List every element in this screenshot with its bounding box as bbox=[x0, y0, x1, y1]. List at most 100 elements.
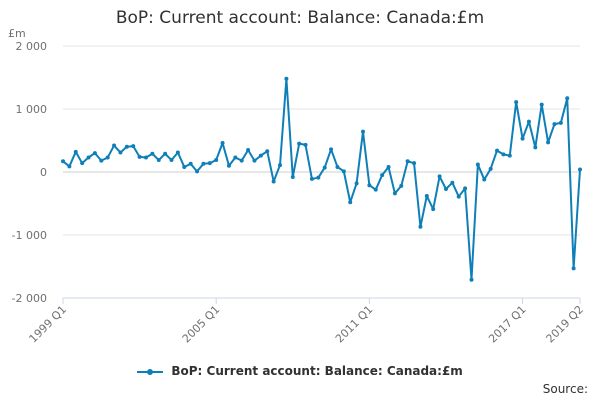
data-point[interactable] bbox=[526, 119, 531, 124]
data-point[interactable] bbox=[92, 151, 97, 156]
data-point[interactable] bbox=[552, 122, 557, 127]
data-point[interactable] bbox=[335, 164, 340, 169]
data-point[interactable] bbox=[105, 155, 110, 160]
data-point[interactable] bbox=[207, 161, 212, 166]
y-tick-label: -1 000 bbox=[12, 229, 47, 242]
data-point[interactable] bbox=[226, 163, 231, 168]
data-point[interactable] bbox=[443, 187, 448, 192]
data-point[interactable] bbox=[514, 100, 519, 105]
legend-label: BoP: Current account: Balance: Canada:£m bbox=[171, 364, 463, 378]
data-point[interactable] bbox=[546, 140, 551, 145]
x-tick-label: 2005 Q1 bbox=[180, 303, 223, 346]
data-point[interactable] bbox=[482, 177, 487, 182]
x-tick-label: 2019 Q2 bbox=[544, 303, 587, 346]
data-point[interactable] bbox=[463, 186, 468, 191]
data-point[interactable] bbox=[150, 151, 155, 156]
chart-title: BoP: Current account: Balance: Canada:£m bbox=[115, 8, 485, 28]
data-point[interactable] bbox=[380, 173, 385, 178]
data-point[interactable] bbox=[469, 277, 474, 282]
x-axis-ticks: 1999 Q1 2005 Q1 2011 Q1 2017 Q1 2019 Q2 bbox=[27, 298, 587, 346]
data-point[interactable] bbox=[405, 159, 410, 164]
data-point[interactable] bbox=[271, 179, 276, 184]
data-point[interactable] bbox=[341, 169, 346, 174]
data-point[interactable] bbox=[131, 144, 136, 149]
data-point[interactable] bbox=[437, 174, 442, 179]
data-point[interactable] bbox=[195, 169, 200, 174]
data-point[interactable] bbox=[373, 187, 378, 192]
data-point[interactable] bbox=[316, 175, 321, 180]
data-point[interactable] bbox=[578, 167, 582, 172]
series-layer bbox=[61, 76, 582, 282]
data-point[interactable] bbox=[501, 152, 506, 157]
legend[interactable]: BoP: Current account: Balance: Canada:£m bbox=[0, 364, 600, 378]
data-point[interactable] bbox=[488, 166, 493, 171]
y-tick-label: 1 000 bbox=[16, 103, 48, 116]
y-tick-label: 2 000 bbox=[16, 40, 48, 53]
data-point[interactable] bbox=[303, 142, 308, 147]
data-point[interactable] bbox=[412, 161, 417, 166]
data-point[interactable] bbox=[118, 150, 123, 155]
data-point[interactable] bbox=[233, 155, 238, 160]
data-point[interactable] bbox=[214, 158, 219, 163]
data-point[interactable] bbox=[175, 150, 180, 155]
y-tick-label: 0 bbox=[40, 166, 47, 179]
data-point[interactable] bbox=[322, 165, 327, 170]
data-point[interactable] bbox=[239, 158, 244, 163]
data-point[interactable] bbox=[246, 147, 251, 152]
data-point[interactable] bbox=[220, 141, 225, 146]
data-point[interactable] bbox=[284, 76, 289, 81]
data-point[interactable] bbox=[297, 141, 302, 146]
data-point[interactable] bbox=[265, 149, 270, 154]
data-point[interactable] bbox=[163, 151, 168, 156]
x-tick-label: 2011 Q1 bbox=[333, 303, 376, 346]
data-point[interactable] bbox=[278, 163, 283, 168]
data-point[interactable] bbox=[112, 143, 117, 148]
data-point[interactable] bbox=[418, 224, 423, 229]
data-point[interactable] bbox=[67, 164, 72, 169]
data-point[interactable] bbox=[137, 154, 142, 159]
data-point[interactable] bbox=[252, 158, 257, 163]
data-point[interactable] bbox=[169, 158, 174, 163]
data-point[interactable] bbox=[450, 180, 455, 185]
series-line bbox=[62, 77, 581, 281]
data-point[interactable] bbox=[431, 207, 436, 212]
data-point[interactable] bbox=[539, 102, 544, 107]
data-point[interactable] bbox=[73, 149, 78, 154]
data-point[interactable] bbox=[99, 158, 104, 163]
data-point[interactable] bbox=[495, 148, 500, 153]
data-point[interactable] bbox=[392, 191, 397, 196]
data-point[interactable] bbox=[61, 159, 65, 164]
y-axis-unit-label: £m bbox=[8, 27, 26, 40]
data-point[interactable] bbox=[329, 147, 334, 152]
data-point[interactable] bbox=[290, 175, 295, 180]
data-point[interactable] bbox=[201, 161, 206, 166]
data-point[interactable] bbox=[520, 136, 525, 141]
data-point[interactable] bbox=[354, 181, 359, 186]
data-point[interactable] bbox=[507, 153, 512, 158]
data-point[interactable] bbox=[565, 96, 570, 101]
data-point[interactable] bbox=[156, 158, 161, 163]
data-point[interactable] bbox=[188, 161, 193, 166]
y-axis-ticks: 2 000 1 000 0 -1 000 -2 000 bbox=[12, 40, 47, 305]
data-point[interactable] bbox=[424, 193, 429, 198]
data-point[interactable] bbox=[182, 164, 187, 169]
data-point[interactable] bbox=[456, 194, 461, 199]
data-point[interactable] bbox=[86, 155, 91, 160]
data-point[interactable] bbox=[258, 153, 263, 158]
x-tick-label: 1999 Q1 bbox=[27, 303, 70, 346]
data-point[interactable] bbox=[309, 176, 314, 181]
data-point[interactable] bbox=[143, 155, 148, 160]
data-point[interactable] bbox=[571, 266, 576, 271]
data-point[interactable] bbox=[80, 161, 85, 166]
data-point[interactable] bbox=[124, 144, 129, 149]
data-point[interactable] bbox=[367, 183, 372, 188]
data-point[interactable] bbox=[399, 183, 404, 188]
legend-swatch bbox=[137, 367, 164, 377]
data-point[interactable] bbox=[558, 120, 563, 125]
data-point[interactable] bbox=[386, 164, 391, 169]
data-point[interactable] bbox=[360, 129, 365, 134]
data-point[interactable] bbox=[533, 145, 538, 150]
data-point[interactable] bbox=[348, 200, 353, 205]
data-point[interactable] bbox=[475, 162, 480, 167]
